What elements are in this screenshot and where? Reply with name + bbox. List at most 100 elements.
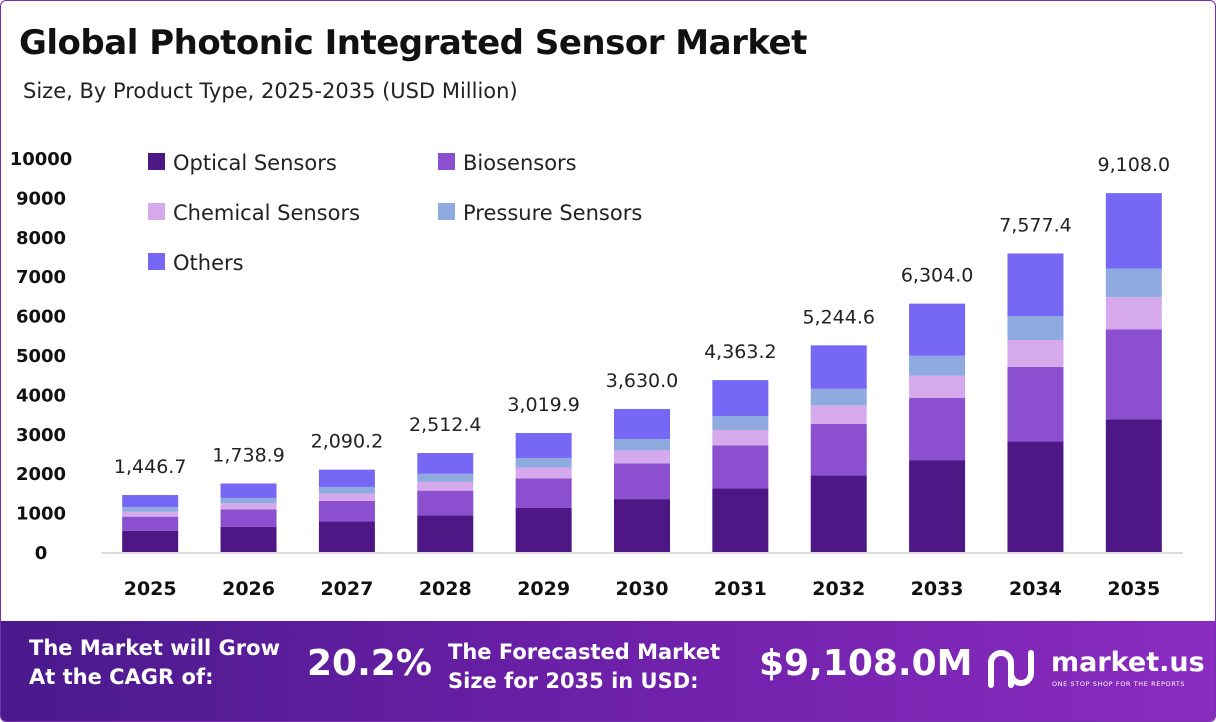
y-tick-label: 3000 [16, 425, 66, 446]
bar-segment-chemical-sensors [1007, 340, 1064, 367]
x-tick-label: 2028 [419, 578, 472, 600]
x-tick-label: 2029 [517, 578, 570, 600]
bar-segment-biosensors [909, 398, 966, 461]
bar-segment-optical-sensors [614, 499, 670, 552]
x-tick-label: 2033 [911, 578, 964, 600]
forecast-label-line1: The Forecasted Market [448, 640, 721, 664]
bar-segment-others [1105, 193, 1162, 269]
x-tick-label: 2034 [1009, 578, 1062, 600]
bar-segment-chemical-sensors [810, 405, 867, 424]
bar-segment-biosensors [614, 463, 670, 500]
legend: Optical Sensors Biosensors Chemical Sensor… [148, 151, 642, 275]
bar-segment-others [122, 495, 179, 507]
legend-item: Others [148, 251, 244, 275]
bars [122, 193, 1162, 552]
bar-segment-biosensors [417, 490, 474, 516]
bar-segment-others [614, 408, 670, 440]
x-tick-label: 2027 [320, 578, 373, 600]
stacked-bar-chart: 0 1000 2000 3000 4000 5000 6000 7000 8000 9000 100… [10, 149, 1183, 600]
bar-segment-optical-sensors [1105, 419, 1162, 552]
x-tick-label: 2035 [1107, 578, 1160, 600]
cagr-value: 20.2% [307, 643, 432, 684]
bar-segment-optical-sensors [220, 526, 277, 552]
x-tick-label: 2026 [222, 578, 275, 600]
chart-subtitle: Size, By Product Type, 2025-2035 (USD Mi… [23, 79, 518, 103]
legend-label: Others [173, 251, 244, 275]
bar-segment-chemical-sensors [122, 511, 179, 517]
total-label: 3,630.0 [606, 370, 679, 392]
legend-swatch [148, 253, 165, 270]
bar-segment-others [318, 469, 375, 487]
bar-segment-biosensors [122, 516, 179, 531]
legend-label: Pressure Sensors [463, 201, 642, 225]
bar-segment-biosensors [318, 500, 375, 522]
bar-segment-chemical-sensors [614, 450, 670, 464]
bar-segment-optical-sensors [122, 530, 179, 552]
x-tick-label: 2025 [124, 578, 177, 600]
bar-segment-pressure-sensors [909, 355, 966, 376]
footer-banner: The Market will Grow At the CAGR of: 20.… [1, 621, 1215, 721]
bar-segment-others [1007, 253, 1064, 317]
y-tick-label: 7000 [16, 267, 66, 288]
legend-label: Chemical Sensors [173, 201, 360, 225]
bar-segment-optical-sensors [515, 507, 572, 552]
market-us-logo-icon [988, 650, 1034, 688]
bar-segment-optical-sensors [712, 488, 769, 552]
y-tick-label: 5000 [16, 346, 66, 367]
brand-tagline: ONE STOP SHOP FOR THE REPORTS [1052, 680, 1186, 688]
total-label: 2,090.2 [311, 431, 384, 453]
bar-segment-optical-sensors [318, 521, 375, 552]
bar-segment-others [810, 345, 867, 389]
legend-label: Biosensors [463, 151, 577, 175]
bar-segment-pressure-sensors [614, 439, 670, 451]
forecast-label-line2: Size for 2035 in USD: [448, 669, 699, 693]
y-tick-label: 6000 [16, 307, 66, 328]
bar-segment-chemical-sensors [1105, 297, 1162, 330]
bar-segment-optical-sensors [909, 460, 966, 552]
bar-segment-chemical-sensors [712, 429, 769, 446]
cagr-label-line1: The Market will Grow [29, 636, 280, 660]
bar-segment-pressure-sensors [810, 388, 867, 406]
bar-segment-biosensors [515, 478, 572, 508]
bar-segment-others [220, 483, 277, 498]
total-label: 1,738.9 [212, 444, 285, 466]
bar-segment-biosensors [220, 509, 277, 527]
total-label: 7,577.4 [999, 214, 1072, 236]
bar-segment-pressure-sensors [122, 506, 179, 512]
bar-segment-biosensors [1105, 329, 1162, 420]
y-axis-ticks: 0 1000 2000 3000 4000 5000 6000 7000 8000 9000 100… [10, 149, 73, 564]
forecast-value: $9,108.0M [759, 643, 973, 684]
bar-segment-pressure-sensors [220, 497, 277, 504]
bar-segment-pressure-sensors [1105, 268, 1162, 298]
bar-segment-others [515, 433, 572, 458]
brand-name: market.us [1051, 647, 1205, 678]
total-label: 9,108.0 [1098, 154, 1171, 176]
total-label: 2,512.4 [409, 414, 482, 436]
x-tick-label: 2032 [812, 578, 865, 600]
cagr-label-line2: At the CAGR of: [29, 665, 214, 689]
y-tick-label: 1000 [16, 504, 66, 525]
bar-segment-chemical-sensors [909, 375, 966, 399]
bar-segment-others [712, 380, 769, 417]
legend-swatch [438, 203, 455, 220]
bar-segment-others [909, 303, 966, 356]
y-tick-label: 0 [35, 543, 48, 564]
total-label: 3,019.9 [507, 394, 580, 416]
bar-segment-biosensors [810, 423, 867, 476]
bar-segment-chemical-sensors [515, 467, 572, 479]
bar-segment-pressure-sensors [712, 416, 769, 430]
y-tick-label: 9000 [16, 188, 66, 209]
x-tick-label: 2030 [616, 578, 669, 600]
y-tick-label: 8000 [16, 228, 66, 249]
legend-label: Optical Sensors [173, 151, 337, 175]
legend-swatch [148, 203, 165, 220]
bar-segment-chemical-sensors [417, 481, 474, 491]
bar-segment-optical-sensors [417, 515, 474, 552]
legend-item: Biosensors [438, 151, 577, 175]
bar-segment-biosensors [1007, 366, 1064, 442]
legend-item: Optical Sensors [148, 151, 337, 175]
chart-title: Global Photonic Integrated Sensor Market [19, 23, 807, 63]
bar-segment-pressure-sensors [417, 473, 474, 482]
bar-segment-chemical-sensors [318, 493, 375, 501]
